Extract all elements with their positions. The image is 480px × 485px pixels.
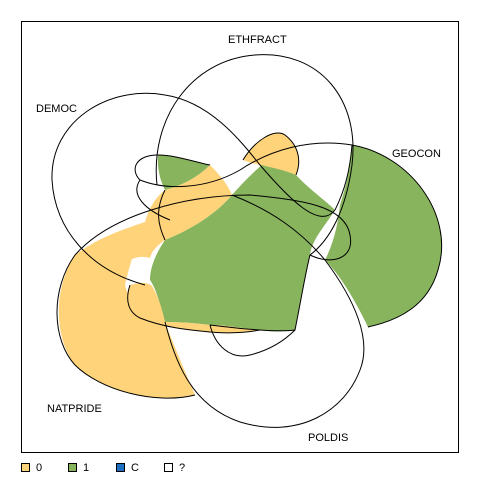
- legend-label-1: 1: [83, 462, 89, 474]
- legend: 0 1 C ?: [21, 462, 185, 474]
- region-center-core: [150, 165, 335, 332]
- legend-swatch-1: [68, 463, 77, 472]
- outline-inner-6: [158, 189, 166, 241]
- outline-inner-3: [134, 154, 211, 181]
- region-geocon-outer: [325, 145, 442, 327]
- outline-inner-1: [127, 284, 261, 334]
- set-outlines: [51, 54, 443, 428]
- region-lower-band: [127, 282, 260, 333]
- set-label-geocon: GEOCON: [392, 148, 441, 160]
- outline-democ: [51, 92, 336, 286]
- legend-swatch-unknown: [164, 463, 173, 472]
- legend-label-0: 0: [36, 462, 42, 474]
- region-natpride-outer: [58, 222, 195, 399]
- legend-swatch-0: [21, 463, 30, 472]
- set-label-ethfract: ETHFRACT: [228, 34, 287, 46]
- legend-label-c: C: [131, 462, 139, 474]
- outline-inner-4: [242, 132, 300, 176]
- region-democ-lobe: [157, 155, 210, 190]
- outline-inner-5: [334, 144, 353, 211]
- outline-natpride: [56, 194, 352, 399]
- region-left-band: [158, 165, 232, 240]
- set-label-democ: DEMOC: [36, 103, 77, 115]
- legend-label-unknown: ?: [179, 462, 185, 474]
- set-label-poldis: POLDIS: [308, 432, 348, 444]
- legend-swatch-c: [116, 463, 125, 472]
- outline-inner-2: [209, 324, 296, 357]
- set-label-natpride: NATPRIDE: [47, 403, 102, 415]
- outline-poldis: [164, 194, 365, 428]
